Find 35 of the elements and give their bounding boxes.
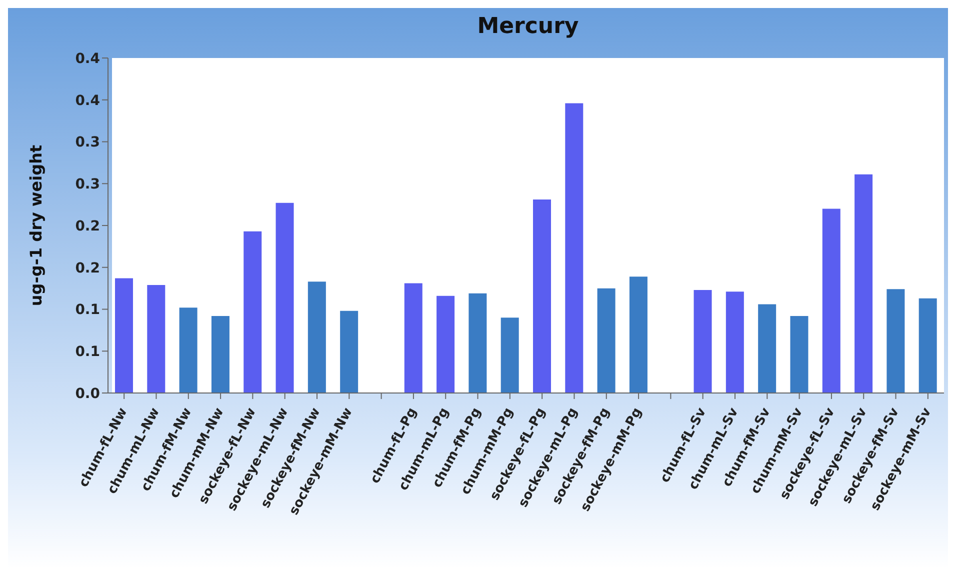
y-tick-label: 0.4 (75, 92, 100, 109)
bar (436, 296, 455, 393)
bar (340, 310, 358, 393)
y-tick-label: 0.4 (75, 50, 100, 67)
y-axis-title: ug-g-1 dry weight (26, 144, 46, 306)
bar (179, 308, 198, 393)
y-tick-label: 0.1 (75, 344, 100, 360)
bar (790, 316, 808, 393)
bar (886, 289, 905, 393)
bar (533, 200, 551, 393)
y-tick-label: 0.2 (75, 218, 100, 234)
bar (918, 298, 937, 393)
bar (404, 283, 422, 393)
bar (500, 318, 519, 393)
y-tick-label: 0.0 (75, 386, 100, 402)
y-tick-label: 0.1 (75, 302, 100, 318)
bar (726, 292, 744, 393)
bar (694, 290, 712, 393)
chart-title: Mercury (476, 14, 580, 39)
bar (308, 282, 326, 393)
y-tick-label: 0.3 (75, 176, 100, 193)
bar (276, 202, 294, 393)
bar (147, 284, 166, 393)
y-tick-label: 0.2 (75, 260, 100, 276)
bar (565, 103, 584, 393)
bar (244, 231, 262, 393)
bar (629, 276, 648, 393)
bar (211, 316, 230, 393)
bar (597, 288, 616, 393)
bar (854, 174, 873, 393)
bar (468, 293, 487, 393)
bar (115, 278, 133, 393)
bar (758, 304, 776, 393)
bar (822, 208, 840, 393)
y-tick-label: 0.3 (75, 134, 100, 151)
